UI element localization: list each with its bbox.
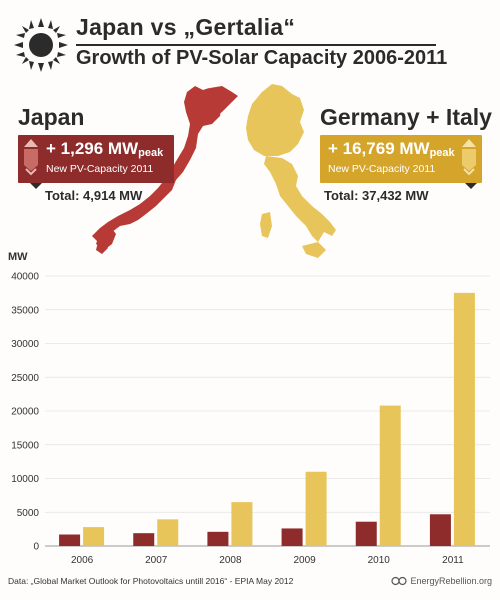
x-tick-label: 2009 bbox=[293, 555, 316, 566]
maps bbox=[92, 84, 336, 258]
sun-icon bbox=[14, 18, 68, 72]
japan-total-marker bbox=[30, 183, 42, 189]
gertalia-bar-2009 bbox=[305, 471, 327, 546]
title-divider bbox=[76, 44, 436, 46]
japan-bar-2010 bbox=[355, 521, 377, 546]
y-tick-label: 15000 bbox=[11, 440, 39, 451]
arrow-up-icon bbox=[24, 139, 38, 176]
infinity-logo-icon bbox=[391, 576, 408, 586]
gertalia-total-marker bbox=[465, 183, 477, 189]
japan-bar-2007 bbox=[133, 533, 155, 546]
germany-map bbox=[246, 84, 304, 156]
japan-total: Total: 4,914 MW bbox=[45, 188, 143, 203]
gertalia-bar-2010 bbox=[379, 405, 401, 546]
gertalia-bar-2006 bbox=[83, 527, 105, 546]
x-tick-label: 2010 bbox=[368, 555, 391, 566]
sicily-map bbox=[302, 242, 326, 258]
japan-hokkaido bbox=[198, 86, 238, 118]
y-tick-label: 30000 bbox=[11, 339, 39, 350]
gertalia-increase-panel: + 16,769 MWpeak New PV-Capacity 2011 bbox=[320, 135, 482, 183]
gertalia-bar-2008 bbox=[231, 502, 253, 546]
japan-bar-2008 bbox=[207, 531, 229, 546]
source-note: Data: „Global Market Outlook for Photovo… bbox=[8, 576, 294, 586]
x-tick-label: 2011 bbox=[442, 555, 464, 566]
y-tick-label: 35000 bbox=[11, 305, 39, 316]
japan-bar-2006 bbox=[59, 534, 81, 546]
japan-bar-2009 bbox=[281, 528, 303, 546]
x-tick-label: 2007 bbox=[145, 555, 168, 566]
japan-label: Japan bbox=[18, 104, 85, 130]
sardinia-map bbox=[260, 212, 272, 238]
gertalia-bar-2007 bbox=[157, 519, 179, 546]
y-tick-label: 40000 bbox=[11, 272, 39, 283]
japan-increase-caption: New PV-Capacity 2011 bbox=[46, 163, 154, 175]
y-tick-label: 25000 bbox=[11, 373, 39, 384]
arrow-up-icon bbox=[462, 139, 476, 176]
y-tick-label: 10000 bbox=[11, 474, 39, 485]
japan-bar-2011 bbox=[429, 514, 451, 546]
japan-map bbox=[92, 86, 222, 254]
y-axis-unit: MW bbox=[8, 251, 28, 263]
japan-increase-panel: + 1,296 MWpeak New PV-Capacity 2011 bbox=[18, 135, 174, 183]
y-tick-label: 5000 bbox=[17, 508, 40, 519]
gertalia-label: Germany + Italy bbox=[320, 104, 492, 130]
bar-chart: MW 0 5000 10000 15000 20000 25000 30000 35000 40… bbox=[8, 251, 490, 566]
brand-link[interactable]: EnergyRebellion.org bbox=[410, 576, 492, 586]
x-tick-label: 2008 bbox=[219, 555, 242, 566]
gertalia-increase-value: + 16,769 MWpeak bbox=[328, 139, 455, 159]
gertalia-total: Total: 37,432 MW bbox=[324, 188, 429, 203]
japan-increase-value: + 1,296 MWpeak bbox=[46, 139, 164, 159]
page-subtitle: Growth of PV-Solar Capacity 2006-2011 bbox=[76, 47, 448, 69]
japan-kyushu bbox=[96, 226, 116, 250]
brand[interactable]: EnergyRebellion.org bbox=[391, 576, 492, 586]
y-tick-label: 0 bbox=[33, 542, 39, 553]
x-tick-label: 2006 bbox=[71, 555, 94, 566]
gertalia-bar-2011 bbox=[453, 292, 475, 546]
y-tick-label: 20000 bbox=[11, 407, 39, 418]
gertalia-increase-caption: New PV-Capacity 2011 bbox=[328, 163, 436, 175]
page-title: Japan vs „Gertalia“ bbox=[76, 14, 296, 40]
italy-map bbox=[264, 156, 336, 242]
